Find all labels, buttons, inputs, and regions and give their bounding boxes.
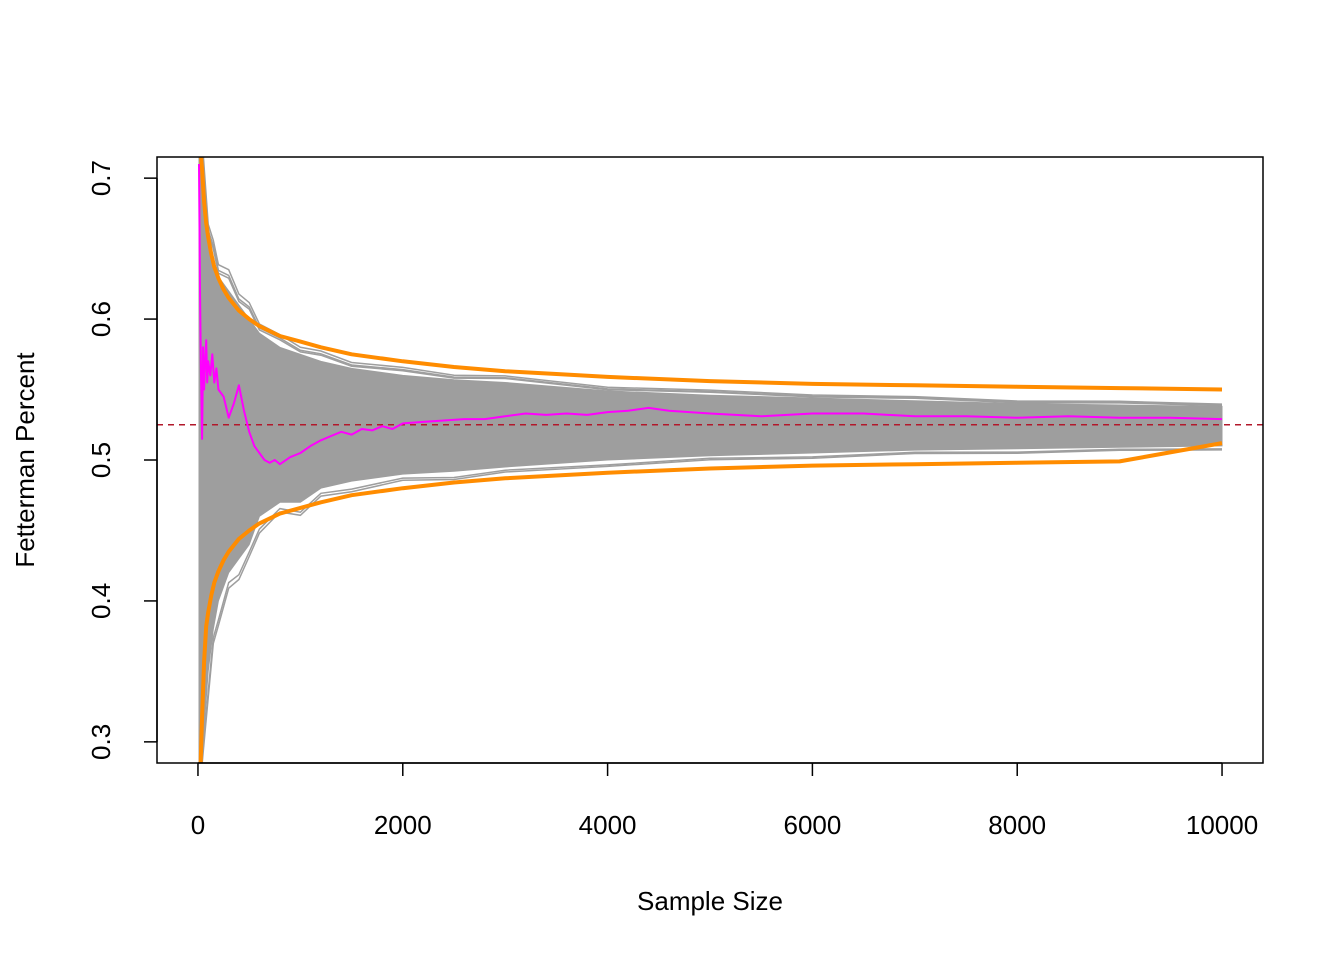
simulation-trace: [201, 449, 1223, 763]
simulation-trace: [202, 157, 1223, 405]
simulation-trace: [200, 448, 1223, 763]
x-tick-label: 0: [191, 810, 205, 840]
y-tick-label: 0.7: [86, 160, 116, 196]
y-axis-label: Fetterman Percent: [10, 352, 40, 568]
simulation-band: [198, 157, 1223, 763]
series-lines: [198, 157, 1223, 763]
y-tick-label: 0.6: [86, 301, 116, 337]
series-line-0: [199, 157, 1223, 392]
x-tick-label: 2000: [374, 810, 432, 840]
x-tick-label: 8000: [988, 810, 1046, 840]
x-tick-label: 4000: [579, 810, 637, 840]
y-axis: 0.3 0.4 0.5 0.6 0.7: [86, 160, 158, 760]
y-tick-label: 0.5: [86, 442, 116, 478]
simulation-trace: [200, 157, 1223, 407]
y-tick-label: 0.3: [86, 724, 116, 760]
x-tick-label: 6000: [783, 810, 841, 840]
x-axis: 0 2000 4000 6000 8000 10000: [191, 762, 1258, 840]
x-axis-label: Sample Size: [637, 886, 783, 916]
simulation-band-area: [198, 157, 1223, 763]
x-tick-label: 10000: [1186, 810, 1258, 840]
series-line-2: [198, 163, 1223, 466]
y-tick-label: 0.4: [86, 583, 116, 619]
series-line-1: [198, 441, 1223, 763]
